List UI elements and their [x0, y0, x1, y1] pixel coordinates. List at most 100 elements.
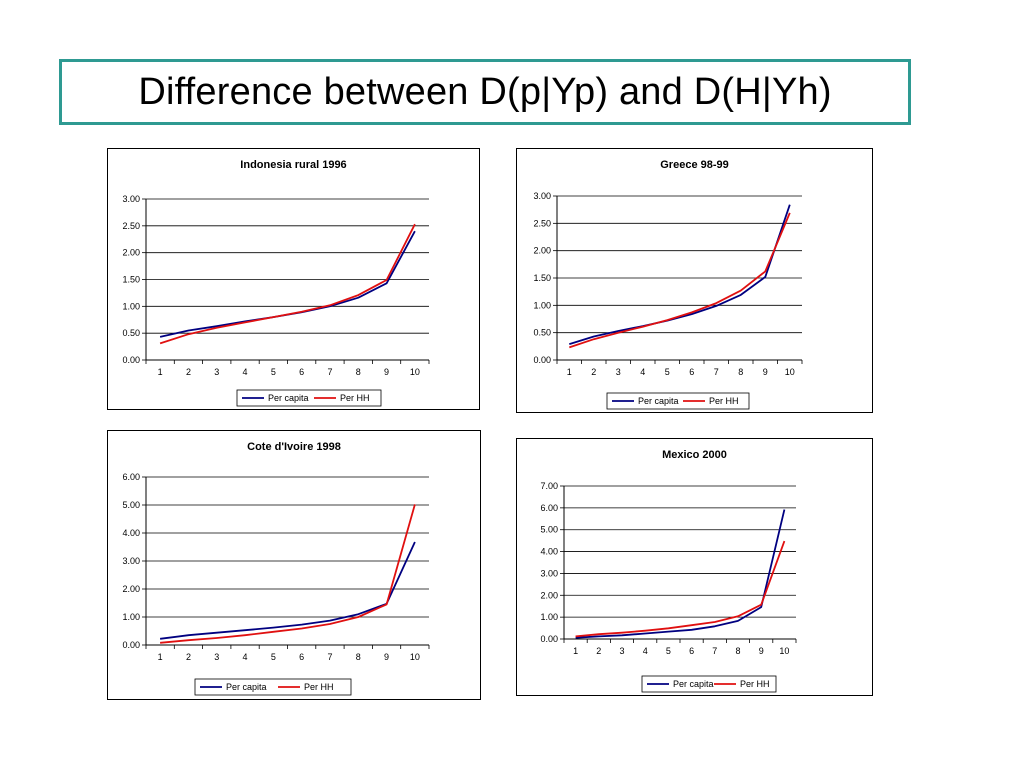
x-tick-label: 5: [665, 367, 670, 377]
x-tick-label: 4: [243, 652, 248, 662]
series-line-per-hh: [569, 212, 791, 349]
chart-svg-cote-divoire: Cote d'Ivoire 1998 0.00 1.00 2.00 3.00 4.00 5.…: [122, 441, 430, 696]
chart-panel-greece: Greece 98-99 0.00 0.50 1.00 1.50 2.00 2.50 3.00…: [516, 148, 873, 413]
x-tick-label: 4: [640, 367, 645, 377]
series-line-per-capita: [569, 204, 791, 345]
chart-title: Greece 98-99: [660, 159, 729, 171]
x-tick-label: 5: [271, 367, 276, 377]
x-tick-label: 3: [616, 367, 621, 377]
legend-label: Per capita: [673, 679, 714, 689]
y-tick-label: 3.00: [122, 194, 140, 204]
legend-label: Per HH: [304, 682, 334, 692]
y-tick-label: 5.00: [122, 500, 140, 510]
y-tick-label: 0.00: [122, 355, 140, 365]
legend-label: Per HH: [740, 679, 770, 689]
series-line-per-hh: [159, 223, 416, 345]
series-line-per-hh: [160, 504, 416, 644]
chart-svg-indonesia: Indonesia rural 1996 0.00 0.50 1.00 1.50 2.00…: [122, 159, 430, 407]
legend: [606, 392, 750, 410]
y-tick-label: 4.00: [122, 528, 140, 538]
x-tick-label: 10: [779, 646, 789, 656]
x-tick-label: 10: [410, 652, 420, 662]
x-tick-label: 1: [158, 652, 163, 662]
y-tick-label: 2.00: [122, 584, 140, 594]
x-tick-label: 5: [666, 646, 671, 656]
x-tick-label: 2: [186, 652, 191, 662]
chart-panel-cote-divoire: Cote d'Ivoire 1998 0.00 1.00 2.00 3.00 4.00 5.…: [107, 430, 481, 700]
y-tick-label: 1.00: [122, 301, 140, 311]
y-tick-label: 2.00: [540, 590, 558, 600]
x-tick-label: 6: [299, 367, 304, 377]
legend: [236, 389, 382, 407]
x-tick-label: 6: [689, 646, 694, 656]
x-tick-label: 10: [785, 367, 795, 377]
x-tick-label: 3: [214, 652, 219, 662]
slide-title-box: Difference between D(p|Yp) and D(H|Yh): [59, 59, 911, 125]
y-tick-label: 7.00: [540, 481, 558, 491]
x-tick-label: 1: [567, 367, 572, 377]
x-tick-label: 2: [596, 646, 601, 656]
x-tick-label: 4: [243, 367, 248, 377]
chart-title: Mexico 2000: [662, 449, 727, 461]
x-tick-label: 3: [214, 367, 219, 377]
legend-label: Per capita: [638, 396, 679, 406]
y-tick-label: 3.00: [533, 191, 551, 201]
y-tick-label: 0.00: [533, 355, 551, 365]
x-tick-label: 5: [271, 652, 276, 662]
chart-title: Cote d'Ivoire 1998: [247, 441, 341, 453]
y-tick-label: 1.50: [122, 275, 140, 285]
y-tick-label: 3.00: [540, 568, 558, 578]
x-tick-label: 2: [186, 367, 191, 377]
y-tick-label: 0.00: [540, 634, 558, 644]
y-tick-label: 0.00: [122, 640, 140, 650]
legend: [641, 675, 777, 693]
y-tick-label: 4.00: [540, 547, 558, 557]
x-tick-label: 1: [158, 367, 163, 377]
x-tick-label: 9: [384, 652, 389, 662]
y-tick-label: 1.00: [533, 300, 551, 310]
x-tick-label: 9: [759, 646, 764, 656]
x-tick-label: 4: [643, 646, 648, 656]
series-line-per-hh: [575, 540, 786, 638]
x-tick-label: 2: [591, 367, 596, 377]
x-tick-label: 7: [714, 367, 719, 377]
x-tick-label: 10: [410, 367, 420, 377]
y-tick-label: 3.00: [122, 556, 140, 566]
x-tick-label: 8: [356, 652, 361, 662]
chart-panel-indonesia: Indonesia rural 1996 0.00 0.50 1.00 1.50 2.00…: [107, 148, 480, 410]
x-tick-label: 7: [712, 646, 717, 656]
chart-title: Indonesia rural 1996: [240, 159, 346, 171]
x-tick-label: 1: [573, 646, 578, 656]
slide-title: Difference between D(p|Yp) and D(H|Yh): [138, 70, 832, 113]
legend-label: Per HH: [340, 393, 370, 403]
y-tick-label: 5.00: [540, 525, 558, 535]
y-tick-label: 0.50: [533, 328, 551, 338]
series-line-per-capita: [575, 509, 786, 639]
legend-label: Per capita: [226, 682, 267, 692]
legend-label: Per capita: [268, 393, 309, 403]
y-tick-label: 6.00: [540, 503, 558, 513]
chart-svg-greece: Greece 98-99 0.00 0.50 1.00 1.50 2.00 2.50 3.00…: [533, 159, 803, 410]
series-line-per-capita: [159, 541, 416, 640]
y-tick-label: 1.50: [533, 273, 551, 283]
chart-svg-mexico: Mexico 2000 0.00 1.00 2.00 3.00 4.00 5.00 6.00 7…: [540, 449, 797, 693]
y-tick-label: 2.00: [122, 248, 140, 258]
y-tick-label: 2.50: [533, 218, 551, 228]
x-tick-label: 7: [327, 652, 332, 662]
x-tick-label: 9: [384, 367, 389, 377]
chart-panel-mexico: Mexico 2000 0.00 1.00 2.00 3.00 4.00 5.00 6.00 7…: [516, 438, 873, 696]
y-tick-label: 2.00: [533, 246, 551, 256]
x-tick-label: 9: [763, 367, 768, 377]
legend-label: Per HH: [709, 396, 739, 406]
x-tick-label: 6: [689, 367, 694, 377]
legend: [194, 678, 352, 696]
x-tick-label: 8: [738, 367, 743, 377]
y-tick-label: 1.00: [540, 612, 558, 622]
y-tick-label: 2.50: [122, 221, 140, 231]
y-tick-label: 0.50: [122, 328, 140, 338]
x-tick-label: 3: [619, 646, 624, 656]
y-tick-label: 6.00: [122, 472, 140, 482]
y-tick-label: 1.00: [122, 612, 140, 622]
x-tick-label: 6: [299, 652, 304, 662]
x-tick-label: 8: [735, 646, 740, 656]
